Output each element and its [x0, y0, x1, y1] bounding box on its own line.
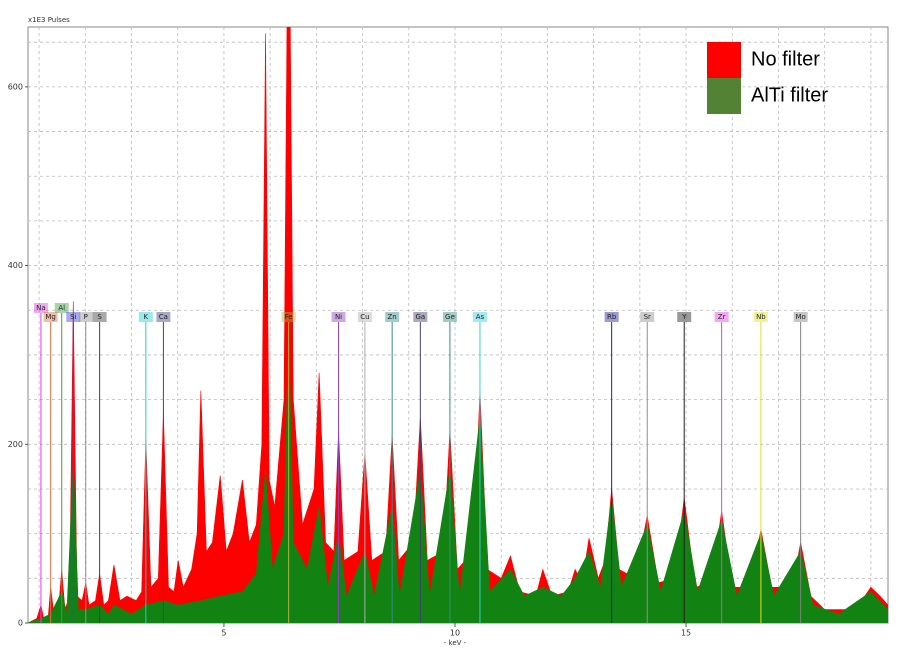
x-tick-label: 15	[681, 629, 691, 638]
element-label-box	[33, 303, 48, 313]
legend-label: AlTi filter	[751, 84, 828, 106]
element-label-box	[138, 312, 153, 322]
y-axis-label: x1E3 Pulses	[28, 16, 70, 24]
y-tick-label: 600	[8, 82, 23, 91]
element-label-box	[442, 312, 457, 322]
legend-swatch	[707, 42, 741, 78]
element-label: Nb	[756, 313, 766, 321]
y-tick-label: 200	[8, 440, 23, 449]
element-label-box	[714, 312, 729, 322]
element-label: Zn	[388, 313, 397, 321]
element-label: Mo	[795, 313, 805, 321]
y-tick-label: 0	[18, 619, 23, 628]
element-label: Ge	[445, 313, 455, 321]
element-label: Ca	[159, 313, 168, 321]
element-label-box	[385, 312, 400, 322]
y-tick-label: 400	[8, 261, 23, 270]
element-label: Rb	[607, 313, 617, 321]
element-label: Ga	[415, 313, 425, 321]
element-label-box	[54, 303, 69, 313]
element-label: Ni	[335, 313, 342, 321]
element-label-box	[753, 312, 768, 322]
element-label-box	[413, 312, 428, 322]
element-label-box	[793, 312, 808, 322]
element-label: S	[97, 313, 102, 321]
x-tick-label: 10	[450, 629, 460, 638]
x-tick-label: 5	[221, 629, 226, 638]
legend-label: No filter	[751, 48, 820, 70]
element-label: Y	[681, 313, 687, 321]
element-label-box	[78, 312, 93, 322]
element-label-box	[156, 312, 171, 322]
element-label: Cu	[360, 313, 369, 321]
element-label-box	[66, 312, 81, 322]
element-label-box	[472, 312, 487, 322]
element-label: Fe	[285, 313, 293, 321]
x-axis-label: - keV -	[444, 639, 467, 647]
plot-area	[27, 26, 889, 624]
element-label: Na	[36, 304, 46, 312]
element-label: P	[84, 313, 88, 321]
legend: No filter AlTi filter	[707, 42, 828, 114]
element-label: As	[476, 313, 485, 321]
element-label: Al	[58, 304, 65, 312]
element-label: Zr	[718, 313, 726, 321]
element-label-box	[640, 312, 655, 322]
element-label-box	[281, 312, 296, 322]
axes: 0 200 400 600 5 10 15	[8, 82, 691, 637]
element-label-box	[677, 312, 692, 322]
element-label: Mg	[45, 313, 55, 321]
element-label-box	[43, 312, 58, 322]
element-label: K	[144, 313, 149, 321]
element-label-box	[604, 312, 619, 322]
element-label-box	[357, 312, 372, 322]
legend-swatch	[707, 78, 741, 114]
element-label-box	[92, 312, 107, 322]
element-label: Si	[70, 313, 76, 321]
element-label: Sr	[644, 313, 651, 321]
element-label-box	[331, 312, 346, 322]
